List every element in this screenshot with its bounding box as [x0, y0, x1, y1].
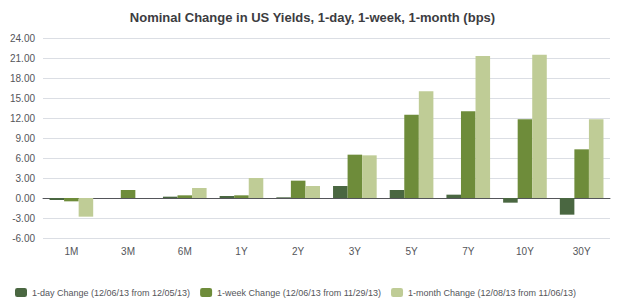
svg-text:7Y: 7Y — [462, 246, 475, 257]
svg-text:6M: 6M — [178, 246, 192, 257]
svg-text:Nominal Change in US Yields, 1: Nominal Change in US Yields, 1-day, 1-we… — [130, 10, 495, 25]
svg-text:18.00: 18.00 — [10, 73, 35, 84]
svg-text:15.00: 15.00 — [10, 93, 35, 104]
svg-text:3M: 3M — [121, 246, 135, 257]
svg-text:3.00: 3.00 — [16, 173, 36, 184]
svg-text:1-day Change (12/06/13 from 12: 1-day Change (12/06/13 from 12/05/13) — [32, 288, 190, 298]
svg-text:21.00: 21.00 — [10, 53, 35, 64]
svg-text:6.00: 6.00 — [16, 153, 36, 164]
svg-text:24.00: 24.00 — [10, 33, 35, 44]
svg-text:1M: 1M — [64, 246, 78, 257]
svg-text:-3.00: -3.00 — [12, 213, 35, 224]
svg-text:10Y: 10Y — [516, 246, 534, 257]
svg-text:3Y: 3Y — [349, 246, 362, 257]
svg-text:12.00: 12.00 — [10, 113, 35, 124]
svg-text:30Y: 30Y — [573, 246, 591, 257]
svg-text:1Y: 1Y — [235, 246, 248, 257]
svg-text:1-month Change (12/08/13 from: 1-month Change (12/08/13 from 11/06/13) — [408, 288, 576, 298]
svg-text:5Y: 5Y — [405, 246, 418, 257]
svg-text:1-week Change (12/06/13 from 1: 1-week Change (12/06/13 from 11/29/13) — [217, 288, 381, 298]
svg-text:9.00: 9.00 — [16, 133, 36, 144]
svg-text:2Y: 2Y — [292, 246, 305, 257]
svg-text:-6.00: -6.00 — [12, 233, 35, 244]
svg-text:0.00: 0.00 — [16, 193, 36, 204]
